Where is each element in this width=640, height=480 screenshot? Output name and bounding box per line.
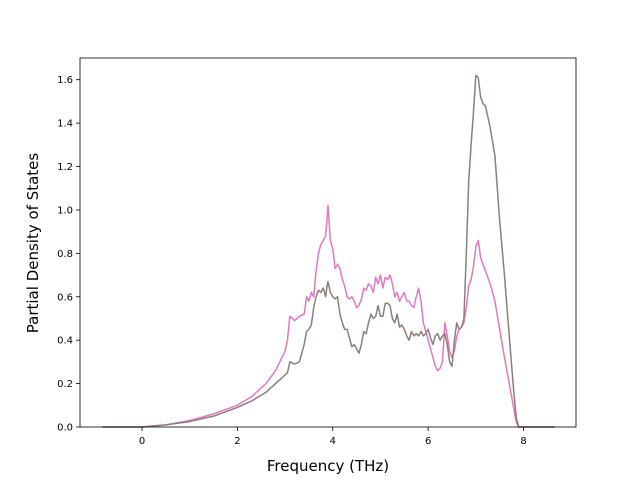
- x-tick-label: 6: [425, 436, 431, 447]
- y-tick-label: 1.4: [57, 119, 73, 130]
- y-tick-label: 0.4: [57, 336, 73, 347]
- x-tick-label: 8: [520, 436, 526, 447]
- axes-frame: [79, 57, 577, 428]
- y-tick-label: 1.6: [57, 75, 73, 86]
- series-line-1: [102, 204, 555, 428]
- x-axis-title: Frequency (THz): [267, 457, 389, 475]
- series-layer: [102, 74, 555, 428]
- y-tick-label: 0.6: [57, 292, 73, 303]
- x-tick-label: 0: [139, 436, 145, 447]
- x-tick-label: 4: [330, 436, 336, 447]
- y-tick-label: 1.0: [57, 205, 73, 216]
- x-tick-label: 2: [234, 436, 240, 447]
- y-tick-label: 0.8: [57, 249, 73, 260]
- series-line-2: [102, 74, 555, 428]
- y-tick-label: 0.2: [57, 379, 73, 390]
- y-tick-label: 0.0: [57, 423, 73, 434]
- axes-layer: 0 2 4 6 8 0.0 0.2 0.4 0.6 0.8 1.0 1.2 1.4 1.6: [57, 57, 577, 447]
- y-axis-title: Partial Density of States: [24, 153, 42, 334]
- y-tick-label: 1.2: [57, 162, 73, 173]
